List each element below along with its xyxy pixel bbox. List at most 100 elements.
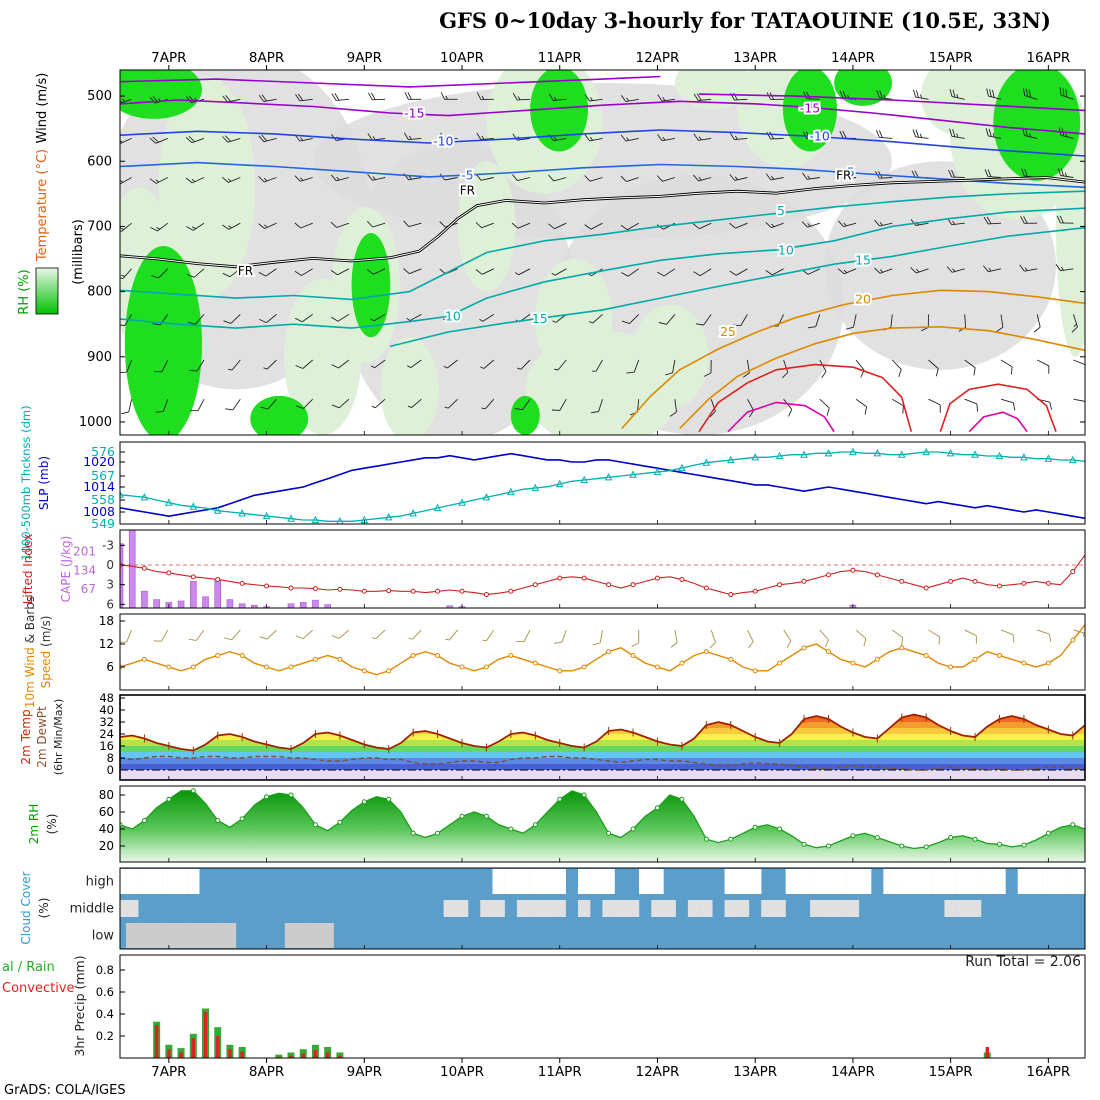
convective-label: Convective xyxy=(2,981,75,996)
panel-2m-rh xyxy=(120,788,1085,862)
upper-air-frame xyxy=(119,69,1086,436)
svg-text:high: high xyxy=(86,875,114,890)
2m-temp-frame xyxy=(119,694,1086,781)
svg-text:9APR: 9APR xyxy=(347,50,382,66)
svg-text:1020: 1020 xyxy=(83,454,115,469)
precip-frame xyxy=(119,954,1086,1059)
svg-text:-5: -5 xyxy=(842,164,854,179)
svg-text:3: 3 xyxy=(106,578,114,592)
svg-text:14APR: 14APR xyxy=(831,50,875,66)
svg-text:(%): (%) xyxy=(37,898,51,919)
svg-text:0.6: 0.6 xyxy=(96,985,114,999)
10m-wind-frame xyxy=(119,613,1086,691)
svg-text:-10: -10 xyxy=(433,134,453,149)
svg-text:40: 40 xyxy=(99,822,114,836)
svg-text:SLP (mb): SLP (mb) xyxy=(37,456,51,510)
svg-text:Speed (m/s): Speed (m/s) xyxy=(39,616,53,689)
svg-text:10APR: 10APR xyxy=(440,1064,484,1080)
svg-text:14APR: 14APR xyxy=(831,1064,875,1080)
svg-text:0.8: 0.8 xyxy=(96,963,114,977)
svg-text:-3: -3 xyxy=(102,538,114,552)
svg-text:2m DewPt: 2m DewPt xyxy=(35,706,49,768)
svg-text:20: 20 xyxy=(855,291,871,306)
svg-text:10: 10 xyxy=(778,243,794,258)
svg-text:-15: -15 xyxy=(404,106,424,121)
svg-text:15APR: 15APR xyxy=(929,1064,973,1080)
svg-text:(6hr Min/Max): (6hr Min/Max) xyxy=(52,699,65,776)
svg-text:-15: -15 xyxy=(800,100,820,115)
svg-text:CAPE (J/kg): CAPE (J/kg) xyxy=(59,536,73,603)
svg-text:18: 18 xyxy=(99,614,114,628)
svg-text:FR: FR xyxy=(836,169,851,183)
svg-text:8: 8 xyxy=(107,751,114,765)
panel-slp-thickness xyxy=(120,447,1085,524)
svg-text:60: 60 xyxy=(99,805,114,819)
svg-text:1000: 1000 xyxy=(79,415,112,430)
svg-text:12APR: 12APR xyxy=(635,1064,679,1080)
svg-text:Wind (m/s): Wind (m/s) xyxy=(35,73,50,144)
svg-text:15: 15 xyxy=(855,252,871,267)
svg-text:40: 40 xyxy=(99,703,114,717)
temp-color-bands xyxy=(120,714,1085,780)
svg-text:7APR: 7APR xyxy=(151,50,186,66)
svg-text:567: 567 xyxy=(91,468,115,483)
svg-text:3hr Precip (mm): 3hr Precip (mm) xyxy=(72,955,87,1056)
svg-text:6: 6 xyxy=(106,597,114,611)
svg-text:576: 576 xyxy=(91,444,115,459)
svg-text:25: 25 xyxy=(720,324,736,339)
panel-precip xyxy=(153,1008,991,1058)
svg-text:9APR: 9APR xyxy=(347,1064,382,1080)
svg-text:13APR: 13APR xyxy=(733,1064,777,1080)
svg-text:800: 800 xyxy=(87,285,112,300)
slp-frame xyxy=(119,441,1086,525)
svg-text:0.2: 0.2 xyxy=(96,1029,114,1043)
svg-text:16APR: 16APR xyxy=(1026,1064,1070,1080)
upper-air-wind-barbs xyxy=(120,87,1085,418)
svg-text:12: 12 xyxy=(99,637,114,651)
svg-text:558: 558 xyxy=(91,492,115,507)
2m-rh-frame xyxy=(119,785,1086,863)
svg-text:48: 48 xyxy=(99,691,114,705)
page-title: GFS 0~10day 3-hourly for TATAOUINE (10.5… xyxy=(439,8,1051,33)
svg-text:134: 134 xyxy=(73,563,96,577)
svg-text:6: 6 xyxy=(106,660,114,674)
svg-text:10APR: 10APR xyxy=(440,50,484,66)
grads-credit: GrADS: COLA/IGES xyxy=(4,1083,126,1098)
svg-text:0: 0 xyxy=(107,763,114,777)
svg-text:low: low xyxy=(92,929,115,944)
svg-text:Temperature (°C): Temperature (°C) xyxy=(35,149,50,262)
svg-text:80: 80 xyxy=(99,788,114,802)
svg-text:8APR: 8APR xyxy=(249,1064,284,1080)
svg-text:20: 20 xyxy=(99,839,114,853)
panel-2m-temp xyxy=(120,713,1085,780)
svg-text:24: 24 xyxy=(99,727,114,741)
svg-text:1008: 1008 xyxy=(83,504,115,519)
panel-10m-wind xyxy=(120,624,1085,676)
svg-text:8APR: 8APR xyxy=(249,50,284,66)
svg-text:11APR: 11APR xyxy=(538,1064,582,1080)
panel-cloud-cover xyxy=(120,868,1085,949)
svg-text:549: 549 xyxy=(91,516,115,531)
svg-text:12APR: 12APR xyxy=(635,50,679,66)
svg-text:1014: 1014 xyxy=(83,479,115,494)
svg-text:700: 700 xyxy=(87,219,112,234)
svg-text:1000-500mb Thcknss (dm): 1000-500mb Thcknss (dm) xyxy=(19,405,33,560)
rh-legend-gradient xyxy=(35,267,59,315)
svg-text:600: 600 xyxy=(87,154,112,169)
svg-text:FR: FR xyxy=(238,264,253,278)
svg-text:Lifted Index: Lifted Index xyxy=(21,534,35,605)
svg-text:0: 0 xyxy=(106,558,114,572)
svg-text:-5: -5 xyxy=(461,168,473,183)
svg-text:(%): (%) xyxy=(45,814,59,835)
total-rain-label: al / Rain xyxy=(2,960,55,975)
svg-text:(millibars): (millibars) xyxy=(71,219,86,285)
svg-text:2m RH: 2m RH xyxy=(27,804,41,845)
svg-text:10: 10 xyxy=(445,308,461,323)
svg-text:-10: -10 xyxy=(809,128,829,143)
panel-upper-air: -15 -15 -10 -10 -5 -5 5 10 10 15 15 20 25 FR FR FR xyxy=(120,70,1085,435)
svg-text:5: 5 xyxy=(777,203,785,218)
svg-text:10m Wind & Barbs: 10m Wind & Barbs xyxy=(23,596,37,708)
stability-frame xyxy=(119,529,1086,609)
